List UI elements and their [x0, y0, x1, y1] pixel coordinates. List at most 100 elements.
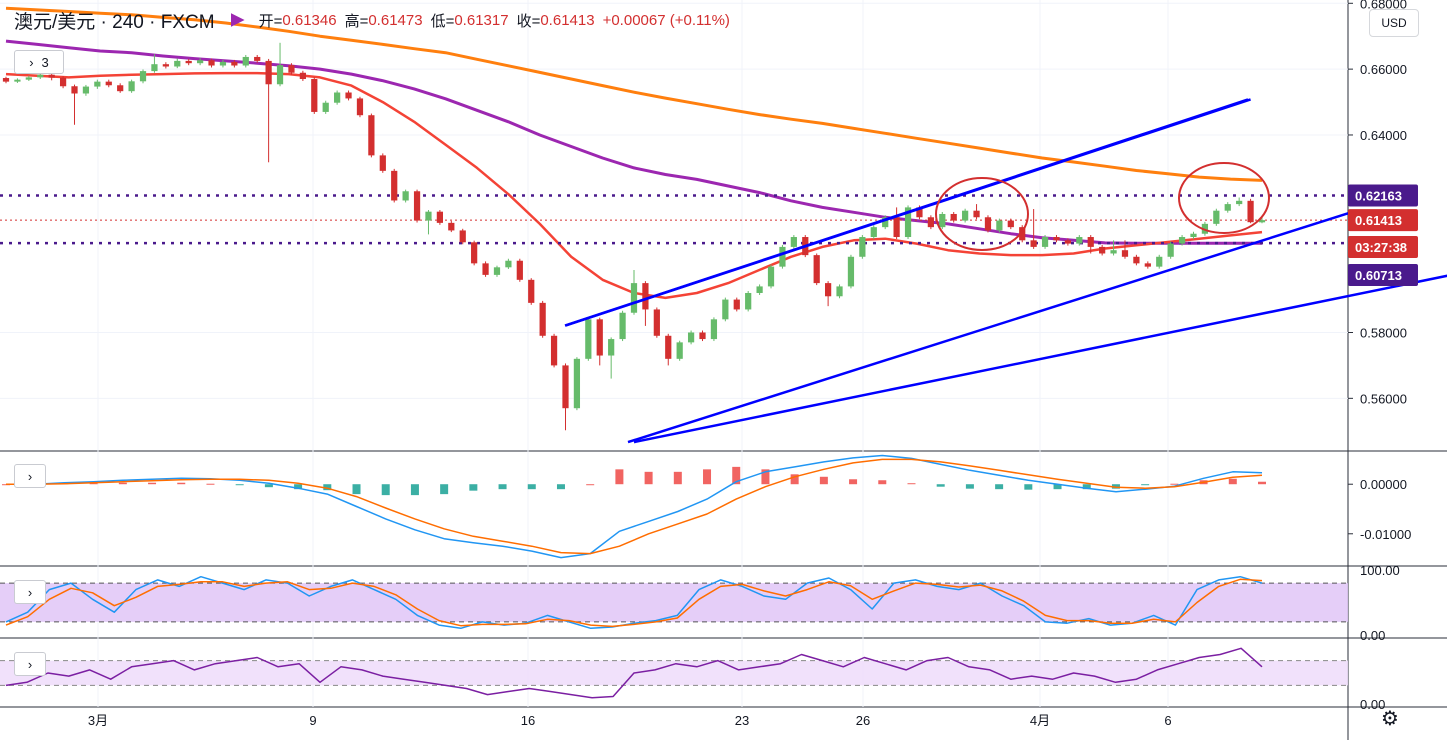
- price-axis-label-box: [1348, 236, 1418, 258]
- candle-body: [299, 72, 306, 80]
- chevron-right-icon: ›: [27, 656, 33, 672]
- y-tick-label: 0.64000: [1360, 128, 1407, 143]
- candle-body: [550, 335, 558, 366]
- candle-body: [196, 60, 204, 64]
- highlight-ellipse: [1178, 162, 1270, 234]
- macd-histogram-bar: [615, 469, 624, 485]
- macd-histogram-bar: [644, 471, 653, 485]
- macd-histogram-bar: [995, 484, 1004, 490]
- candle-body: [596, 319, 603, 356]
- candle-body: [1099, 246, 1106, 254]
- candle-body: [1133, 256, 1140, 264]
- macd-histogram-bar: [1258, 481, 1266, 485]
- candle-body: [471, 242, 478, 264]
- macd-histogram-bar: [790, 474, 799, 485]
- macd-histogram-bar: [556, 484, 565, 490]
- candle-body: [288, 65, 295, 73]
- macd-histogram-bar: [148, 482, 157, 485]
- macd-histogram-bar: [673, 471, 682, 485]
- x-tick-label: 16: [521, 713, 535, 728]
- candle-body: [94, 81, 101, 87]
- macd-signal-line: [6, 458, 1263, 555]
- symbol-title[interactable]: 澳元/美元 · 240 · FXCM: [14, 11, 215, 33]
- candle-body: [139, 71, 147, 82]
- macd-histogram-bar: [761, 469, 770, 485]
- change-value: +0.00067 (+0.11%): [602, 11, 730, 29]
- macd-histogram-bar: [323, 484, 332, 491]
- candle-body: [950, 213, 957, 221]
- candle-body: [1121, 250, 1129, 257]
- macd-histogram-bar: [1228, 478, 1237, 485]
- price-axis-label: 0.60713: [1355, 268, 1402, 283]
- candle-body: [767, 266, 775, 287]
- candle-body: [1053, 237, 1060, 241]
- candle-body: [1156, 256, 1163, 267]
- low-label: 低=: [430, 12, 455, 30]
- candle-body: [665, 335, 672, 359]
- candle-body: [311, 79, 318, 112]
- y-tick-label: 0.00: [1360, 697, 1385, 712]
- candle-body: [1213, 210, 1220, 224]
- price-axis-label-box: [1348, 184, 1418, 207]
- candle-body: [1178, 237, 1186, 244]
- candle-body: [505, 260, 512, 268]
- candle-body: [1007, 220, 1014, 228]
- candle-body: [939, 213, 946, 228]
- candle-body: [824, 283, 832, 297]
- candle-body: [882, 217, 889, 228]
- candle-body: [528, 279, 535, 303]
- candle-body: [653, 309, 660, 336]
- candle-body: [699, 332, 706, 340]
- macd-histogram-bar: [1053, 484, 1062, 490]
- candle-body: [379, 155, 386, 171]
- candle-body: [174, 60, 181, 67]
- candle-body: [733, 299, 740, 310]
- candle-body: [436, 211, 444, 223]
- candle-body: [745, 292, 752, 310]
- macd-histogram-bar: [1082, 484, 1091, 490]
- candle-body: [710, 319, 718, 340]
- candle-body: [322, 102, 329, 112]
- ma-slow-line: [5, 6, 1263, 182]
- price-axis-label: 0.61413: [1355, 213, 1402, 228]
- candle-body: [117, 85, 124, 92]
- symbol-header: 澳元/美元 · 240 · FXCM 开= 0.61346 高= 0.61473 低…: [14, 8, 738, 33]
- macd-pane-expand-button[interactable]: ›: [14, 464, 46, 488]
- macd-histogram-bar: [440, 484, 449, 495]
- candle-body: [756, 286, 763, 293]
- price-axis-label: 03:27:38: [1355, 240, 1407, 255]
- open-label: 开=: [258, 12, 283, 30]
- macd-histogram-bar: [732, 466, 741, 485]
- candle-body: [1064, 240, 1072, 244]
- macd-histogram-bar: [206, 483, 215, 485]
- rsi-line: [5, 647, 1263, 699]
- chevron-right-icon: ›: [27, 584, 33, 600]
- settings-gear-icon[interactable]: ⚙: [1381, 708, 1399, 730]
- rsi-pane-expand-button[interactable]: ›: [14, 652, 46, 676]
- stoch-band: [0, 583, 1348, 622]
- candle-body: [448, 222, 455, 231]
- candle-body: [619, 312, 626, 340]
- currency-button[interactable]: USD: [1369, 9, 1419, 37]
- candle-body: [1224, 204, 1231, 211]
- candle-body: [265, 60, 272, 85]
- macd-histogram-bar: [410, 484, 419, 496]
- candle-body: [25, 77, 32, 80]
- macd-histogram-bar: [703, 469, 712, 485]
- candle-body: [276, 65, 284, 85]
- y-tick-label: 0.58000: [1360, 325, 1407, 340]
- macd-histogram-bar: [527, 484, 536, 490]
- open-value: 0.61346: [282, 11, 337, 29]
- stoch-pane-expand-button[interactable]: ›: [14, 580, 46, 604]
- macd-histogram-bar: [586, 484, 595, 486]
- stoch-k-line: [5, 575, 1263, 630]
- y-tick-label: 0.68000: [1360, 0, 1407, 11]
- candle-body: [722, 299, 729, 320]
- macd-histogram-bar: [936, 484, 945, 487]
- candle-body: [927, 217, 934, 228]
- indicators-toggle-button[interactable]: › 3: [14, 50, 64, 74]
- macd-histogram-bar: [1170, 483, 1179, 485]
- series-color-swatch[interactable]: [230, 13, 245, 27]
- candle-body: [847, 256, 855, 287]
